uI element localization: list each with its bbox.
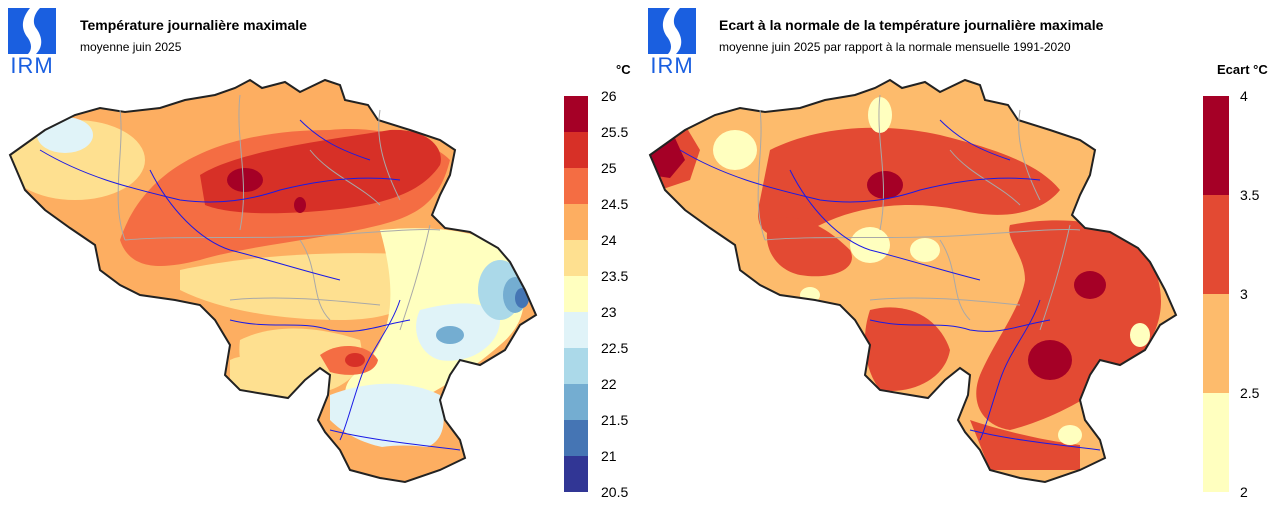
legend-swatch: [564, 204, 588, 241]
legend-tick-label: 25: [601, 160, 617, 176]
legend-swatch: [1203, 294, 1229, 394]
irm-logo: IRM: [6, 6, 58, 77]
legend-tick-label: 24: [601, 232, 617, 248]
anomaly-map: [648, 78, 1178, 484]
legend-tick-label: 24.5: [601, 196, 629, 212]
legend-color-bar: [564, 96, 588, 492]
legend-swatch: [564, 240, 588, 277]
legend-swatch: [564, 384, 588, 421]
legend-unit: °C: [616, 62, 631, 77]
legend-tick-label: 23: [601, 304, 617, 320]
temperature-map: [8, 78, 538, 484]
map-title: Ecart à la normale de la température jou…: [719, 17, 1104, 33]
legend-tick-label: 22: [601, 376, 617, 392]
legend-tick-label: 3: [1240, 286, 1248, 302]
legend-swatch: [564, 96, 588, 133]
legend-tick-label: 20.5: [601, 484, 629, 500]
legend-swatch: [1203, 195, 1229, 295]
legend-swatch: [564, 132, 588, 169]
irm-logo-text: IRM: [650, 53, 694, 78]
legend-tick-label: 21.5: [601, 412, 629, 428]
legend-tick-label: 26: [601, 88, 617, 104]
legend-swatch: [564, 168, 588, 205]
legend-tick-label: 4: [1240, 88, 1248, 104]
irm-logo: IRM: [646, 6, 698, 77]
map-subtitle: moyenne juin 2025: [80, 40, 182, 54]
legend-tick-label: 3.5: [1240, 187, 1260, 203]
legend-color-bar: [1203, 96, 1229, 492]
legend-tick-label: 22.5: [601, 340, 629, 356]
legend-swatch: [564, 456, 588, 492]
irm-logo-mark-icon: [8, 8, 56, 54]
legend-swatch: [564, 348, 588, 385]
legend-swatch: [564, 276, 588, 313]
legend-swatch: [564, 420, 588, 457]
legend-swatch: [564, 312, 588, 349]
map-subtitle: moyenne juin 2025 par rapport à la norma…: [719, 40, 1071, 54]
irm-logo-text: IRM: [10, 53, 54, 78]
legend-tick-label: 23.5: [601, 268, 629, 284]
map-title: Température journalière maximale: [80, 17, 307, 33]
left-map-panel: IRM Température journalière maximale moy…: [6, 6, 631, 500]
anomaly-legend: [1203, 96, 1229, 492]
temperature-legend: [564, 96, 588, 492]
legend-tick-label: 2: [1240, 484, 1248, 500]
irm-logo-mark-icon: [648, 8, 696, 54]
legend-swatch: [1203, 96, 1229, 196]
legend-tick-label: 21: [601, 448, 617, 464]
right-map-panel: IRM Ecart à la normale de la température…: [640, 0, 1280, 507]
legend-tick-label: 25.5: [601, 124, 629, 140]
legend-swatch: [1203, 393, 1229, 492]
legend-unit: Ecart °C: [1217, 62, 1268, 77]
legend-tick-label: 2.5: [1240, 385, 1260, 401]
